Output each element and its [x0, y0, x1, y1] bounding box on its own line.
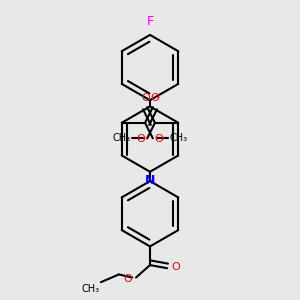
Text: N: N — [145, 174, 155, 187]
Text: O: O — [150, 93, 159, 103]
Text: O: O — [137, 134, 146, 144]
Text: F: F — [146, 15, 154, 28]
Text: CH₃: CH₃ — [81, 284, 99, 294]
Text: O: O — [171, 262, 180, 272]
Text: CH₃: CH₃ — [169, 133, 188, 143]
Text: O: O — [124, 274, 132, 284]
Text: O: O — [141, 93, 150, 103]
Text: CH₃: CH₃ — [112, 133, 131, 143]
Text: O: O — [154, 134, 163, 144]
